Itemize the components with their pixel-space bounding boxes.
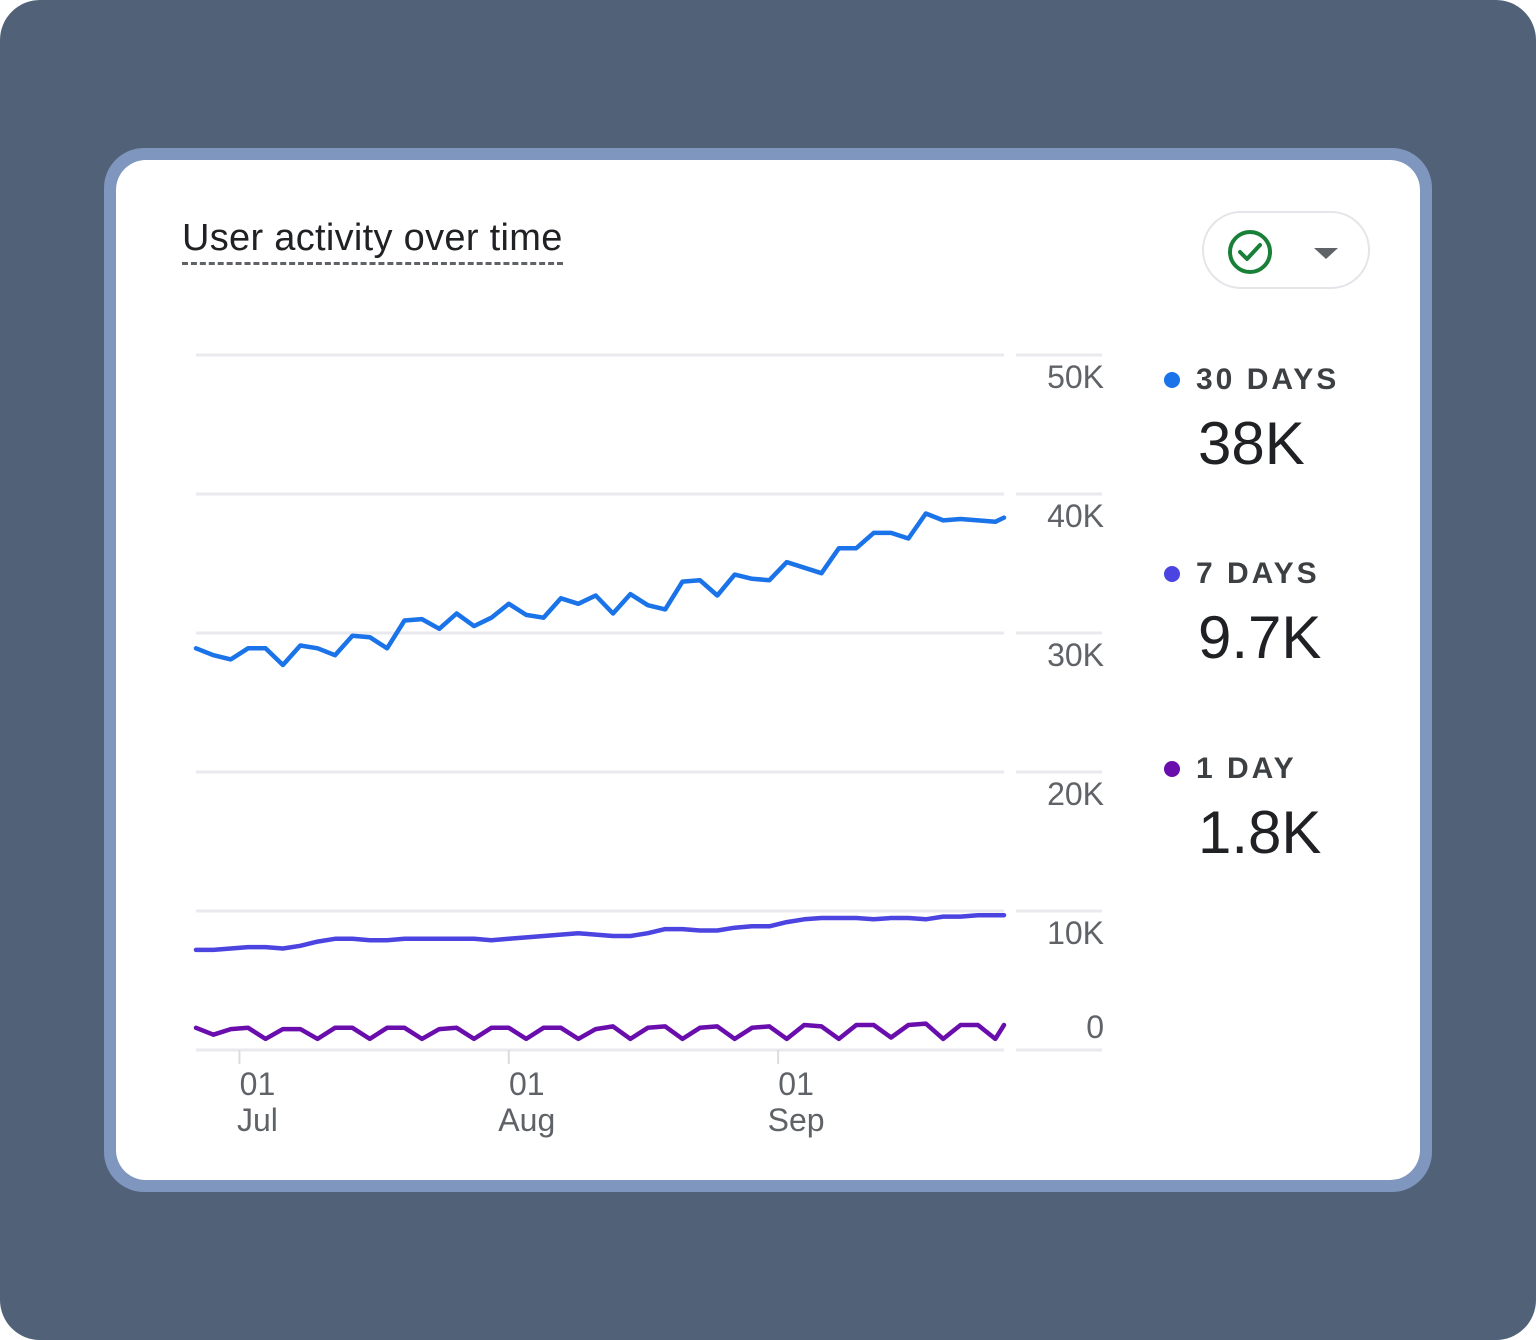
- check-circle-icon: [1226, 228, 1274, 281]
- legend-value: 38K: [1198, 410, 1305, 477]
- series-line-7-days: [193, 912, 1007, 953]
- user-activity-card: User activity over time 0 10K 20K 30K 40K 50K…: [116, 160, 1420, 1180]
- y-tick-label: 30K: [1047, 637, 1104, 673]
- legend-dot-1-day: [1164, 761, 1180, 777]
- card-title[interactable]: User activity over time: [182, 216, 563, 265]
- legend-value: 1.8K: [1198, 799, 1322, 866]
- y-tick-label: 0: [1086, 1009, 1104, 1045]
- legend-value: 9.7K: [1198, 604, 1322, 671]
- legend-dot-7-days: [1164, 566, 1180, 582]
- x-tick-month: Jul: [237, 1102, 278, 1138]
- legend-label: 7 DAYS: [1196, 557, 1320, 590]
- y-tick-label: 40K: [1047, 498, 1104, 534]
- comparison-menu-button[interactable]: [1202, 211, 1370, 289]
- legend-label: 30 DAYS: [1196, 363, 1340, 396]
- x-tick-day: 01: [240, 1066, 276, 1102]
- caret-down-icon: [1314, 247, 1338, 265]
- legend-item-1-day[interactable]: 1 DAY 1.8K: [1164, 751, 1321, 869]
- legend-item-30-days[interactable]: 30 DAYS 38K: [1164, 362, 1339, 480]
- series-line-30-days: [193, 511, 1007, 668]
- x-tick-day: 01: [778, 1066, 814, 1102]
- legend-dot-30-days: [1164, 372, 1180, 388]
- x-tick-day: 01: [509, 1066, 545, 1102]
- legend-item-7-days[interactable]: 7 DAYS 9.7K: [1164, 556, 1321, 674]
- y-tick-label: 10K: [1047, 915, 1104, 951]
- legend-label: 1 DAY: [1196, 752, 1297, 785]
- y-tick-label: 50K: [1047, 359, 1104, 395]
- x-tick-month: Aug: [498, 1102, 555, 1138]
- y-tick-label: 20K: [1047, 776, 1104, 812]
- series-line-1-day: [193, 1021, 1007, 1042]
- x-tick-month: Sep: [768, 1102, 825, 1138]
